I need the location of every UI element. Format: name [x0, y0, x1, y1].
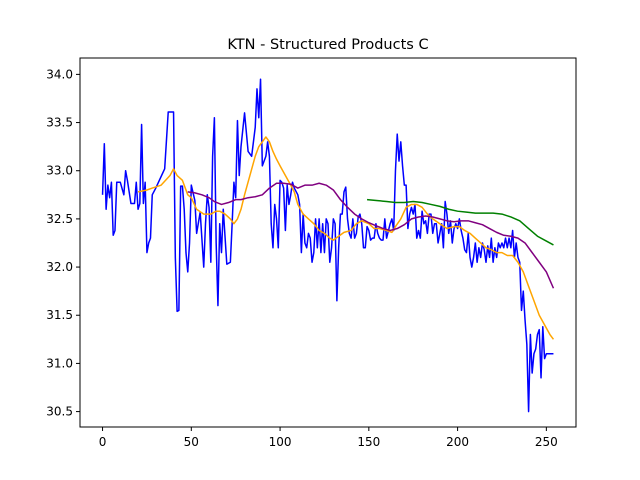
- series-line-2: [187, 182, 555, 289]
- chart-title: KTN - Structured Products C: [227, 37, 428, 53]
- x-tick-label: 0: [99, 435, 107, 449]
- x-tick-label: 50: [184, 435, 199, 449]
- x-tick-label: 100: [269, 435, 292, 449]
- series-line-1: [137, 136, 555, 340]
- y-tick-label: 31.5: [46, 308, 73, 322]
- y-tick-label: 33.0: [46, 164, 73, 178]
- y-tick-label: 32.5: [46, 212, 73, 226]
- series-layer: [101, 78, 555, 413]
- series-line-0: [101, 78, 554, 413]
- y-tick-label: 33.5: [46, 116, 73, 130]
- y-tick-label: 30.5: [46, 405, 73, 419]
- axis-ticks: 0 50 100 150 200 250 30.5 31.0 31.5 32.0 32.5 33.0 3…: [46, 67, 558, 449]
- series-line-3: [366, 198, 554, 246]
- x-tick-label: 250: [535, 435, 558, 449]
- y-tick-label: 32.0: [46, 260, 73, 274]
- x-tick-label: 150: [357, 435, 380, 449]
- y-tick-label: 31.0: [46, 356, 73, 370]
- x-tick-label: 200: [446, 435, 469, 449]
- y-tick-label: 34.0: [46, 67, 73, 81]
- plot-area-frame: [79, 57, 577, 428]
